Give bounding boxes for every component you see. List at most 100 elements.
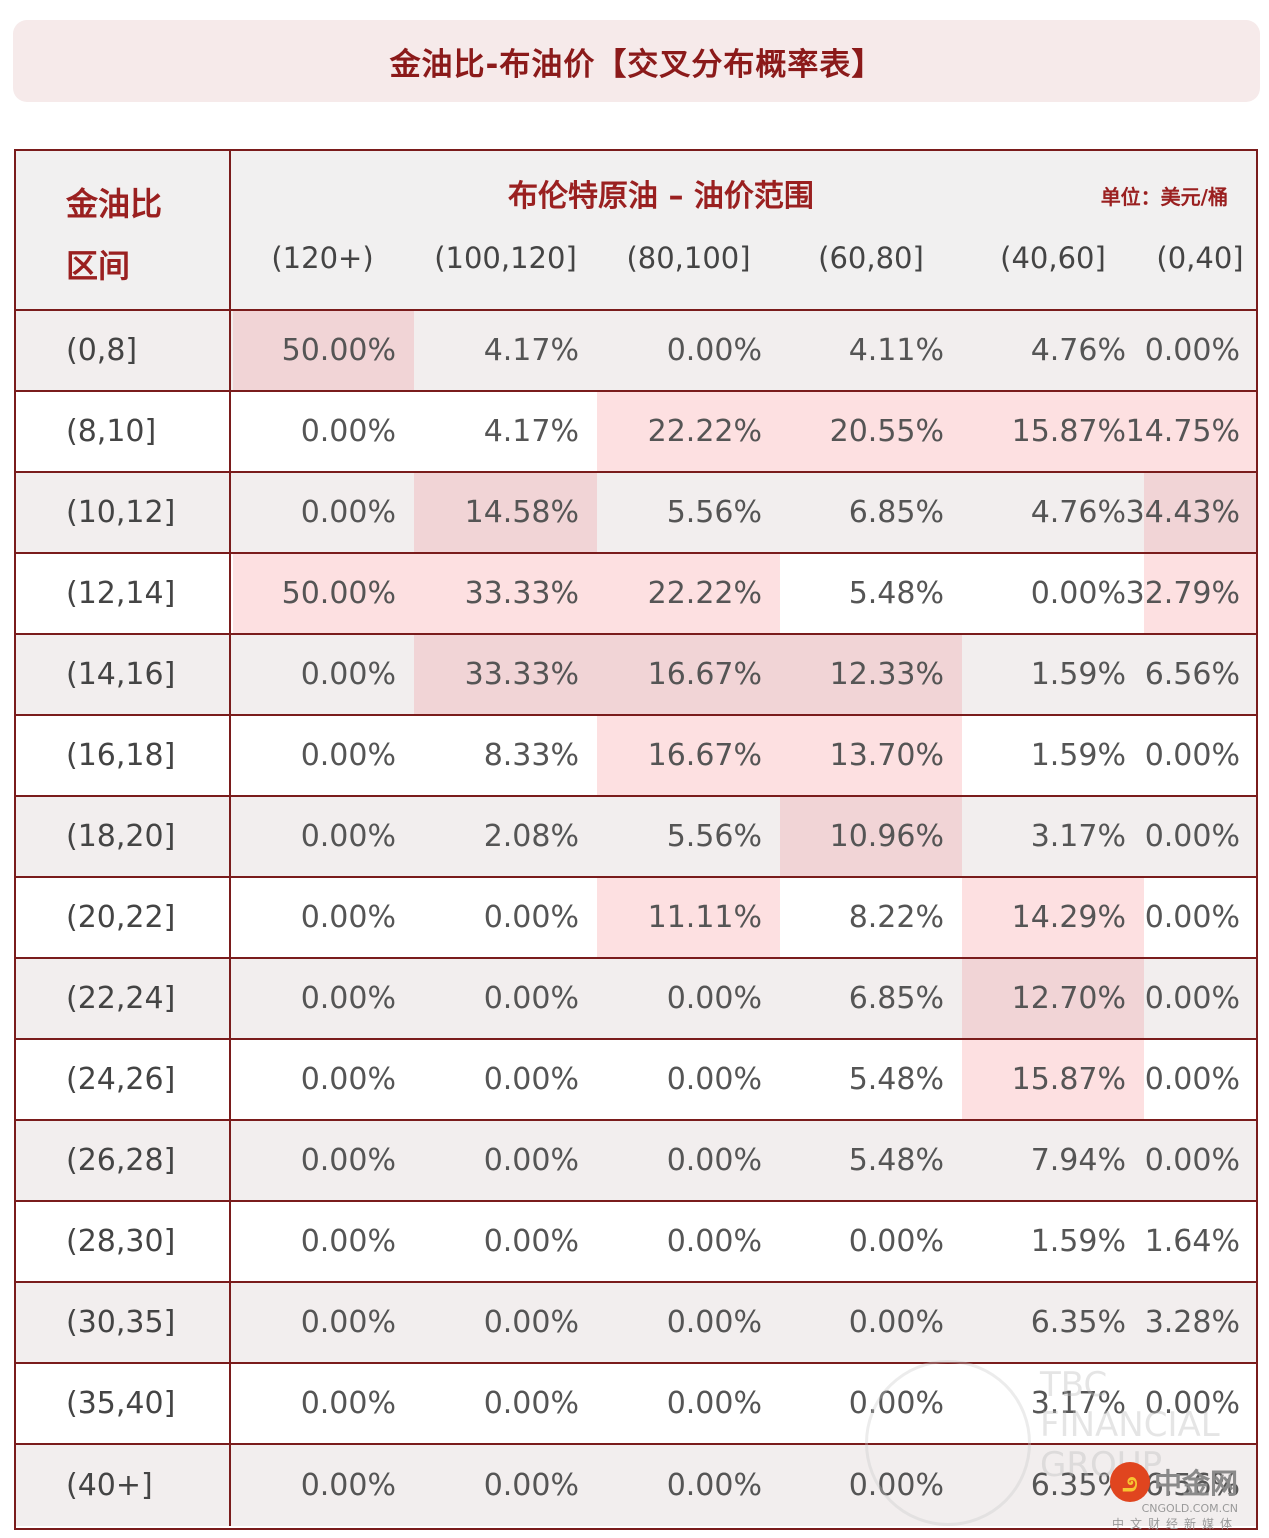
table-cell: 33.33%	[414, 635, 597, 714]
row-label: (28,30]	[16, 1202, 231, 1281]
table-cell: 4.17%	[483, 414, 579, 449]
table-cell: 0.00%	[300, 495, 396, 530]
table-cell: 16.67%	[597, 716, 780, 795]
cross-distribution-table: 金油比 区间 布伦特原油 – 油价范围 单位：美元/桶 (120+) (100,…	[14, 149, 1258, 1530]
table-cell: 3.17%	[1030, 1386, 1126, 1421]
table-cell: 5.56%	[666, 495, 762, 530]
table-cell: 3.28%	[1144, 1305, 1240, 1340]
table-cell: 0.00%	[300, 657, 396, 692]
row-label: (16,18]	[16, 716, 231, 795]
table-cell: 0.00%	[300, 900, 396, 935]
table-cell: 6.85%	[848, 495, 944, 530]
table-row: (14,16] 0.00% 33.33% 16.67% 12.33% 1.59% 6.56%	[16, 635, 1256, 716]
table-row: (24,26] 0.00% 0.00% 0.00% 5.48% 15.87% 0.00%	[16, 1040, 1256, 1121]
table-cell: 2.08%	[483, 819, 579, 854]
row-label: (10,12]	[16, 473, 231, 552]
table-cell: 4.76%	[1030, 495, 1126, 530]
table-row: (12,14] 50.00% 33.33% 22.22% 5.48% 0.00% 32.79…	[16, 554, 1256, 635]
column-header: (0,40]	[1156, 241, 1244, 275]
table-cell: 15.87%	[962, 1040, 1144, 1119]
table-cell: 0.00%	[666, 1386, 762, 1421]
row-label: (12,14]	[16, 554, 231, 633]
column-header: (100,120]	[434, 241, 577, 275]
table-cell: 5.48%	[848, 1062, 944, 1097]
table-cell: 0.00%	[1144, 738, 1240, 773]
row-label: (22,24]	[16, 959, 231, 1038]
table-cell: 0.00%	[483, 1143, 579, 1178]
table-cell: 14.29%	[962, 878, 1144, 957]
column-header: (60,80]	[818, 241, 924, 275]
table-cell: 0.00%	[483, 1305, 579, 1340]
table-cell: 4.11%	[848, 333, 944, 368]
row-label: (40+]	[16, 1445, 231, 1526]
table-cell: 0.00%	[300, 414, 396, 449]
table-row: (8,10] 0.00% 4.17% 22.22% 20.55% 15.87% 14.75%	[16, 392, 1256, 473]
table-cell: 12.33%	[780, 635, 962, 714]
table-cell: 6.56%	[1144, 657, 1240, 692]
table-cell: 0.00%	[1144, 900, 1240, 935]
table-cell: 1.59%	[1030, 738, 1126, 773]
table-cell: 12.70%	[962, 959, 1144, 1038]
table-cell: 13.70%	[780, 716, 962, 795]
table-row: (20,22] 0.00% 0.00% 11.11% 8.22% 14.29% 0.00%	[16, 878, 1256, 959]
table-cell: 0.00%	[300, 1386, 396, 1421]
column-header: (40,60]	[1000, 241, 1106, 275]
logo-name: 中金网	[1154, 1467, 1239, 1500]
table-cell: 0.00%	[483, 1386, 579, 1421]
row-label: (14,16]	[16, 635, 231, 714]
table-cell: 1.59%	[1030, 1224, 1126, 1259]
table-cell: 5.48%	[848, 1143, 944, 1178]
table-cell: 32.79%	[1126, 554, 1256, 633]
table-cell: 0.00%	[1144, 1386, 1240, 1421]
table-cell: 3.17%	[1030, 819, 1126, 854]
table-cell: 14.75%	[1126, 392, 1256, 471]
table-cell: 0.00%	[848, 1386, 944, 1421]
column-header: (80,100]	[626, 241, 751, 275]
table-row: (30,35] 0.00% 0.00% 0.00% 0.00% 6.35% 3.28%	[16, 1283, 1256, 1364]
table-cell: 4.76%	[1030, 333, 1126, 368]
table-cell: 0.00%	[1144, 1143, 1240, 1178]
row-label: (0,8]	[16, 311, 231, 390]
table-cell: 1.59%	[1030, 657, 1126, 692]
table-cell: 0.00%	[300, 1468, 396, 1503]
table-header: 金油比 区间 布伦特原油 – 油价范围 单位：美元/桶 (120+) (100,…	[16, 151, 1256, 311]
page-title: 金油比-布油价【交叉分布概率表】	[389, 46, 884, 83]
table-cell: 0.00%	[1030, 576, 1126, 611]
table-cell: 0.00%	[483, 981, 579, 1016]
table-cell: 15.87%	[962, 392, 1144, 471]
table-cell: 20.55%	[780, 392, 962, 471]
row-label: (24,26]	[16, 1040, 231, 1119]
table-cell: 0.00%	[666, 1143, 762, 1178]
row-header-title-line1: 金油比	[66, 185, 163, 223]
table-cell: 0.00%	[666, 1468, 762, 1503]
table-cell: 0.00%	[300, 1305, 396, 1340]
logo-tagline: 中文财经新媒体	[1112, 1517, 1239, 1531]
row-label: (35,40]	[16, 1364, 231, 1443]
table-cell: 0.00%	[300, 981, 396, 1016]
table-cell: 0.00%	[1144, 819, 1240, 854]
row-header-title: 金油比 区间	[16, 151, 231, 309]
row-header-title-line2: 区间	[66, 247, 131, 285]
table-cell: 0.00%	[666, 1062, 762, 1097]
table-cell: 7.94%	[1030, 1143, 1126, 1178]
table-cell: 0.00%	[1144, 981, 1240, 1016]
table-cell: 6.85%	[848, 981, 944, 1016]
cngold-logo: ೨ 中金网 CNGOLD.COM.CN 中文财经新媒体	[1110, 1462, 1238, 1532]
table-cell: 8.33%	[483, 738, 579, 773]
table-cell: 16.67%	[597, 635, 780, 714]
table-cell: 5.56%	[666, 819, 762, 854]
table-cell: 0.00%	[483, 1062, 579, 1097]
table-cell: 22.22%	[597, 392, 780, 471]
column-group-title: 布伦特原油 – 油价范围	[508, 179, 814, 214]
table-cell: 10.96%	[780, 797, 962, 876]
table-cell: 0.00%	[300, 738, 396, 773]
table-cell: 0.00%	[483, 1224, 579, 1259]
table-row: (16,18] 0.00% 8.33% 16.67% 13.70% 1.59% 0.00%	[16, 716, 1256, 797]
table-cell: 14.58%	[414, 473, 597, 552]
column-header: (120+)	[271, 241, 374, 275]
table-cell: 0.00%	[666, 1305, 762, 1340]
table-cell: 6.35%	[1030, 1305, 1126, 1340]
table-cell: 50.00%	[233, 311, 414, 390]
row-label: (26,28]	[16, 1121, 231, 1200]
table-row: (22,24] 0.00% 0.00% 0.00% 6.85% 12.70% 0.00%	[16, 959, 1256, 1040]
